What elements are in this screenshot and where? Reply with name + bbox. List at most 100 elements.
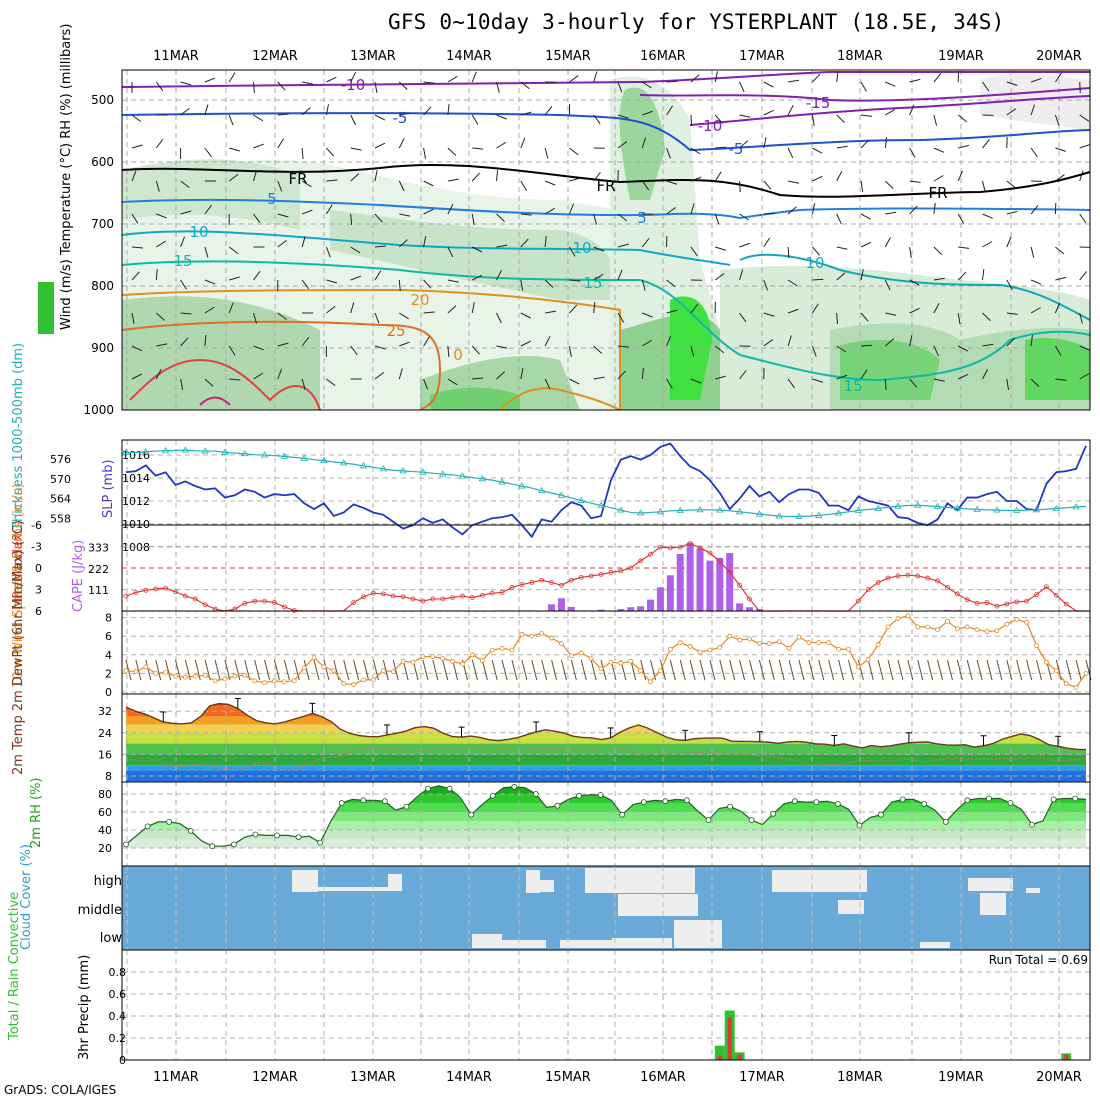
wind-barb <box>1006 236 1012 248</box>
wind-barb <box>957 170 963 182</box>
wind-barb <box>1006 108 1017 116</box>
rh-marker <box>532 791 539 797</box>
wind-barb <box>204 104 209 116</box>
lifted-index-marker <box>559 582 564 588</box>
wind-barb <box>569 304 578 314</box>
thickness-marker <box>241 449 249 457</box>
wind-barb <box>253 143 264 149</box>
wind-barb <box>350 213 353 226</box>
wind-barb <box>666 105 674 116</box>
wind-barb-10m <box>442 659 449 681</box>
wind-barb <box>787 335 792 347</box>
wind-barb <box>374 114 386 121</box>
lifted-index-marker <box>628 565 634 571</box>
li-tick-label: -6 <box>31 519 42 532</box>
wind-barb <box>617 370 626 380</box>
lifted-index-marker <box>687 541 693 546</box>
wind-barb <box>1006 180 1016 189</box>
wind-barb <box>958 246 970 249</box>
contour-label: 10 <box>805 254 824 272</box>
precip-total-axis-label: Total / Rain Convective <box>7 892 22 1041</box>
cloud-cell <box>1026 888 1040 893</box>
wind-barb <box>472 377 484 380</box>
wind-speed-marker <box>707 647 713 653</box>
thickness-marker <box>1072 503 1080 510</box>
wind-barb <box>520 312 531 319</box>
lifted-index-marker <box>390 593 396 599</box>
wind-barb <box>836 272 846 281</box>
wind-barb <box>155 368 162 380</box>
wind-barb <box>1030 104 1035 116</box>
wind-barb <box>496 371 506 380</box>
lifted-index-marker <box>509 585 515 590</box>
wind-barb <box>447 305 457 314</box>
wind-barb <box>982 269 985 281</box>
temperature-contour <box>121 320 442 411</box>
thickness-marker <box>300 454 308 461</box>
wind-barb <box>301 180 312 188</box>
rh-bands <box>126 785 1086 848</box>
wind-barb <box>131 345 143 352</box>
wind-barb <box>763 180 772 190</box>
wind-barb <box>714 213 720 225</box>
wind-barb <box>496 141 507 149</box>
rh-marker <box>597 792 604 798</box>
precip-conv-bar <box>1064 1054 1069 1060</box>
wind-barb <box>812 147 823 154</box>
sounding-axis-label: Wind (m/s) Temperature (°C) RH (%) (mill… <box>59 24 74 330</box>
wind-barb <box>277 368 283 380</box>
wind-barb <box>763 339 773 347</box>
wind-barb <box>690 74 700 83</box>
lifted-index-marker <box>380 591 386 597</box>
lifted-index-marker <box>450 595 455 600</box>
precip-tick-label: 0.2 <box>109 1032 127 1045</box>
wind-barb <box>180 337 189 347</box>
wind-barb <box>715 375 726 380</box>
lifted-index-marker <box>707 550 713 556</box>
date-label-bottom: 16MAR <box>640 1070 686 1085</box>
wind-barb <box>957 345 969 352</box>
wind-barb <box>739 180 741 193</box>
wind-barb <box>739 114 751 118</box>
wind-barb <box>544 279 554 288</box>
wind-barb <box>1079 114 1090 122</box>
rh-marker <box>748 817 755 823</box>
wind-barb <box>496 81 500 93</box>
wind-barb-10m <box>699 659 706 681</box>
cloud-cell <box>526 870 540 893</box>
wind-barb <box>836 312 838 325</box>
wind-speed-marker <box>479 657 485 663</box>
temperature-contour <box>121 230 731 266</box>
lifted-index-marker <box>351 600 357 605</box>
wind-barb <box>423 208 434 215</box>
wind-barb <box>423 81 435 84</box>
wind-barb <box>398 137 405 149</box>
wind-speed-marker <box>440 656 446 661</box>
wind-barb <box>471 114 479 125</box>
contour-label: 20 <box>410 291 429 309</box>
lifted-index-marker <box>529 580 535 585</box>
wind-barb <box>398 368 403 380</box>
rh-shading <box>430 387 520 410</box>
wind-speed-marker <box>954 626 960 632</box>
run-total-label: Run Total = 0.69 <box>989 953 1088 967</box>
rh-marker <box>1050 796 1057 803</box>
lifted-index-marker <box>420 598 426 604</box>
cloud-cell <box>920 942 950 948</box>
thickness-marker <box>221 448 229 455</box>
wind-barb <box>568 203 574 215</box>
date-label-bottom: 17MAR <box>739 1070 785 1085</box>
wind-speed-marker <box>747 636 752 642</box>
date-label-top: 13MAR <box>350 49 396 64</box>
temperature-contour <box>689 95 1091 126</box>
wind-barb <box>302 81 313 85</box>
wind-barb <box>156 240 166 248</box>
contour-label: 15 <box>583 274 602 292</box>
wind-barb-10m <box>927 659 934 681</box>
lifted-index-marker <box>974 600 980 606</box>
wind-barb <box>787 180 799 184</box>
wind-barb <box>860 312 869 322</box>
wind-barb <box>569 147 579 156</box>
wind-barb <box>787 279 798 287</box>
wind-speed-marker <box>291 678 297 684</box>
